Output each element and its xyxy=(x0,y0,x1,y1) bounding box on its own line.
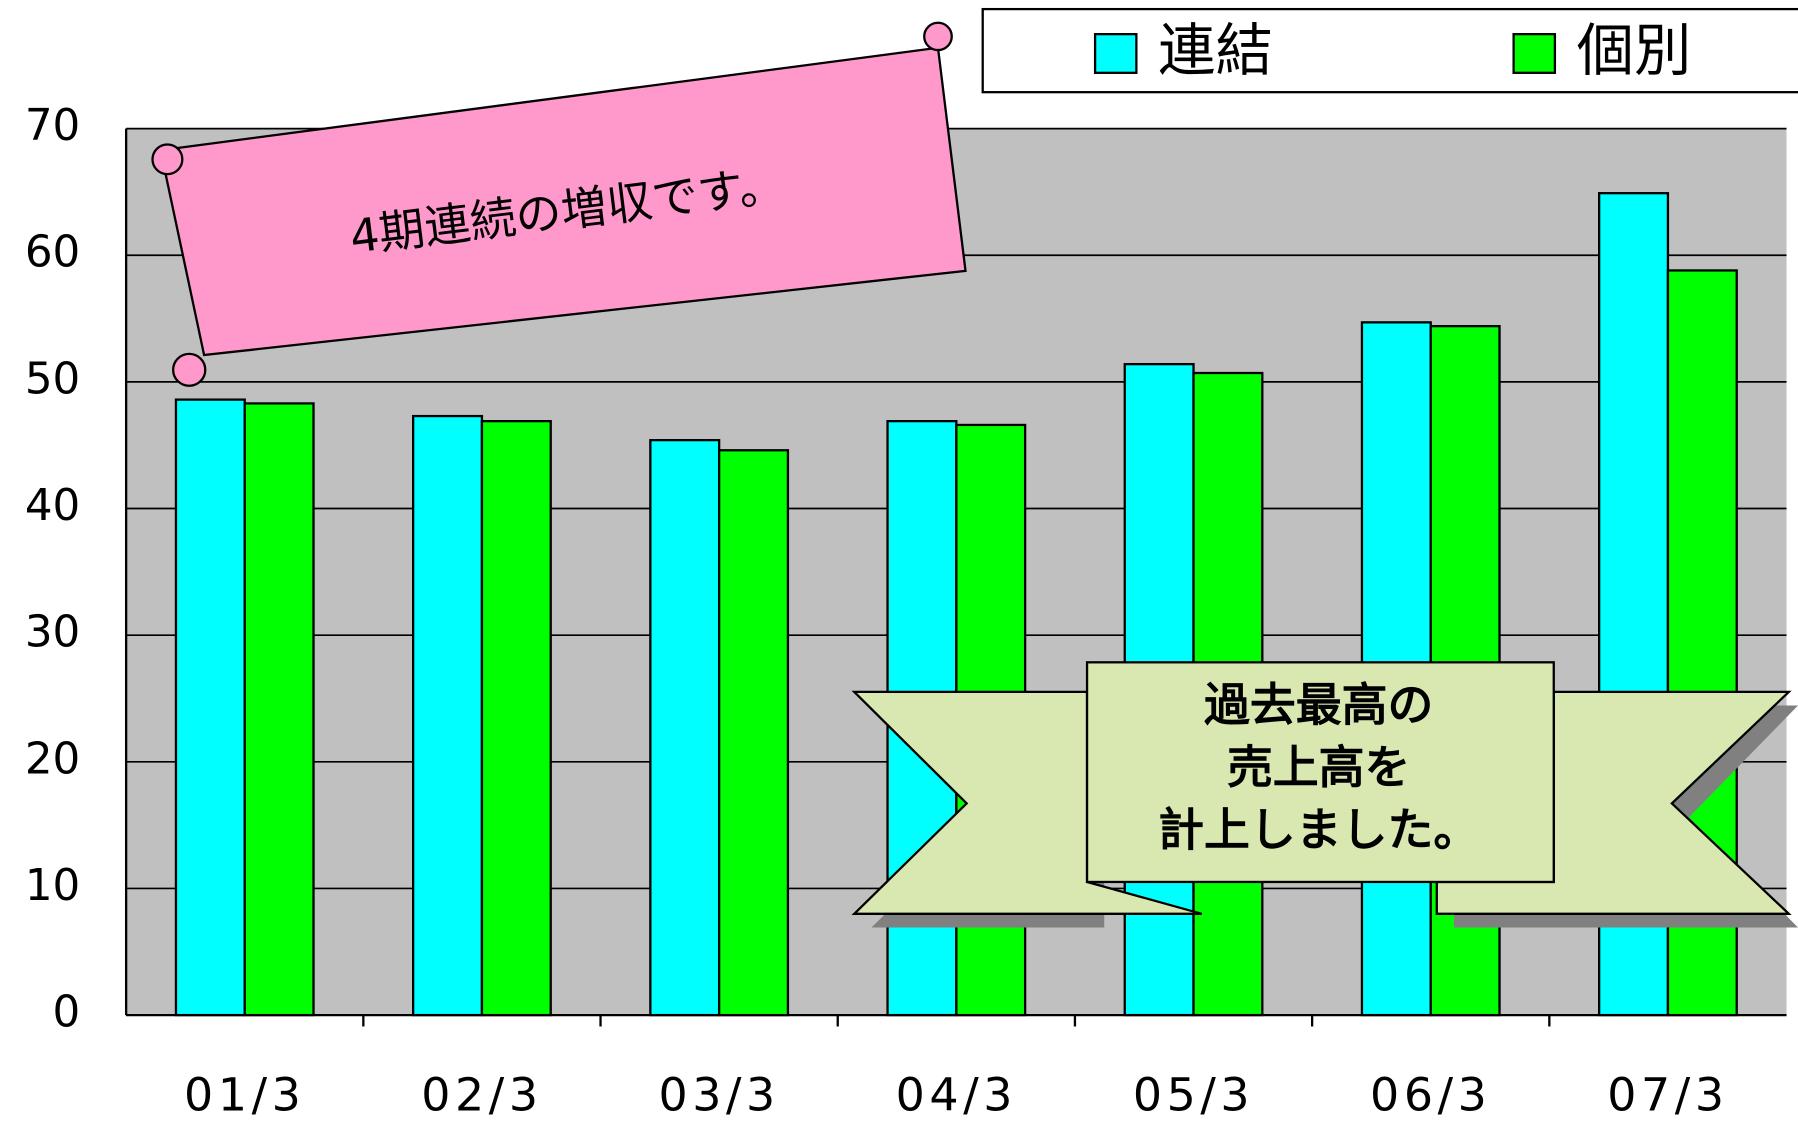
bar xyxy=(176,400,245,1015)
y-tick-label: 70 xyxy=(25,101,80,151)
y-tick-label: 50 xyxy=(25,354,80,404)
x-tick-label: 04/3 xyxy=(896,1069,1017,1122)
legend-label: 個別 xyxy=(1577,18,1692,84)
legend-swatch xyxy=(1514,34,1555,73)
bar xyxy=(650,440,719,1015)
chart: 連結個別 4期連続の増収です。 過去最高の売上高を計上しました。 0102030… xyxy=(0,0,1798,1138)
bar xyxy=(413,416,482,1015)
bar xyxy=(245,403,314,1015)
scroll-roll xyxy=(173,354,205,386)
y-tick-label: 10 xyxy=(25,861,80,911)
y-tick-label: 40 xyxy=(25,481,80,531)
x-tick-label: 07/3 xyxy=(1607,1069,1728,1122)
legend-label: 連結 xyxy=(1158,18,1273,84)
legend-swatch xyxy=(1095,34,1136,73)
scroll-roll xyxy=(924,23,952,50)
bar xyxy=(719,450,788,1015)
x-tick-label: 02/3 xyxy=(421,1069,542,1122)
x-tick-label: 06/3 xyxy=(1370,1069,1491,1122)
x-tick-label: 05/3 xyxy=(1133,1069,1254,1122)
scroll-roll xyxy=(153,145,183,175)
y-tick-label: 60 xyxy=(25,228,80,278)
y-tick-label: 20 xyxy=(25,734,80,784)
x-tick-label: 01/3 xyxy=(184,1069,305,1122)
x-tick-label: 03/3 xyxy=(658,1069,779,1122)
ribbon-line: 過去最高の xyxy=(1204,678,1433,731)
bar xyxy=(482,421,551,1015)
y-tick-label: 30 xyxy=(25,608,80,658)
ribbon-line: 計上しました。 xyxy=(1158,804,1479,857)
ribbon-line: 売上高を xyxy=(1227,741,1410,794)
y-tick-label: 0 xyxy=(53,988,81,1038)
